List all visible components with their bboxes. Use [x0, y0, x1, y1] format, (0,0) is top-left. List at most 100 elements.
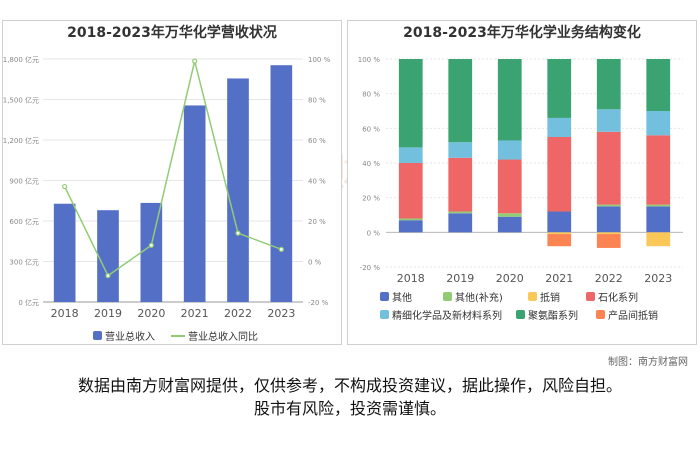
growth-point — [192, 58, 198, 64]
disclaimer: 数据由南方财富网提供，仅供参考，不构成投资建议，据此操作，风险自担。 股市有风险… — [0, 374, 700, 420]
legend-item-revenue-growth[interactable]: 营业总收入同比 — [171, 328, 258, 343]
structure-chart: -20 % 0 % 20 % 40 % 60 % 80 % 100 % 2018 2019 202… — [358, 56, 683, 285]
legend-label: 抵销 — [540, 293, 560, 304]
stack-segment — [596, 234, 621, 248]
y-tick-label-left: 1,200 亿元 — [3, 136, 39, 145]
legend-label: 精细化学品及新材料系列 — [392, 311, 502, 322]
stack-segment — [398, 218, 423, 221]
y-tick-label: 20 % — [362, 195, 380, 203]
structure-chart-panel: 2018-2023年万华化学业务结构变化 -20 % 0 % 20 % 40 % 60 … — [347, 20, 697, 345]
stack-segment — [596, 59, 621, 110]
x-tick-label: 2022 — [595, 272, 623, 285]
stack-segment — [596, 232, 621, 235]
y-tick-label-right: 40 % — [308, 178, 326, 186]
legend-swatch — [443, 292, 452, 301]
y-tick-label-right: 20 % — [308, 218, 326, 226]
growth-point — [105, 273, 111, 279]
stack-segment — [398, 220, 423, 233]
legend-item-0[interactable]: 其他 — [380, 289, 412, 304]
x-tick-label: 2019 — [446, 272, 474, 285]
revenue-chart-title: 2018-2023年万华化学营收状况 — [67, 25, 277, 41]
legend-label: 产品间抵销 — [608, 311, 658, 322]
stack-segment — [497, 140, 522, 160]
legend-swatch — [171, 334, 185, 337]
stack-segment — [547, 137, 572, 212]
x-tick-label: 2020 — [137, 307, 165, 320]
legend-label: 聚氨酯系列 — [528, 311, 578, 322]
y-tick-label-right: 100 % — [308, 56, 331, 64]
revenue-bar — [270, 65, 293, 303]
stack-segment — [547, 117, 572, 137]
x-tick-label: 2022 — [224, 307, 252, 320]
legend-swatch — [516, 310, 525, 319]
stack-segment — [646, 206, 671, 233]
legend-swatch — [380, 292, 389, 301]
stack-segment — [596, 204, 621, 207]
revenue-bar — [97, 210, 119, 302]
y-tick-label-left: 600 亿元 — [9, 217, 39, 226]
stack-segment — [596, 206, 621, 233]
y-tick-label-right: 80 % — [308, 97, 326, 105]
y-tick-label-right: 60 % — [308, 137, 326, 145]
revenue-chart: 0 亿元 300 亿元 600 亿元 900 亿元 1,200 亿元 1,500 亿元 1,… — [3, 55, 331, 320]
x-tick-label: 2020 — [496, 272, 524, 285]
stack-segment — [398, 59, 423, 148]
legend-item-1[interactable]: 其他(补充) — [443, 289, 503, 304]
legend-item-3[interactable]: 石化系列 — [586, 289, 638, 304]
legend-label: 其他(补充) — [455, 293, 503, 304]
legend-swatch — [596, 310, 605, 319]
disclaimer-line-1: 数据由南方财富网提供，仅供参考，不构成投资建议，据此操作，风险自担。 — [77, 376, 622, 395]
stack-segment — [547, 211, 572, 233]
stack-segment — [448, 213, 473, 233]
y-tick-label-left: 0 亿元 — [18, 298, 39, 307]
legend-item-revenue[interactable]: 营业总收入 — [93, 328, 155, 343]
growth-point — [235, 230, 241, 236]
x-tick-label: 2019 — [94, 307, 122, 320]
y-tick-label-left: 900 亿元 — [9, 177, 39, 186]
legend-label: 营业总收入 — [105, 332, 155, 343]
stack-segment — [497, 216, 522, 233]
revenue-chart-panel: 2018-2023年万华化学营收状况 0 亿元 300 亿元 600 亿元 900 亿… — [2, 20, 342, 345]
y-tick-label-left: 1,800 亿元 — [3, 55, 39, 64]
y-tick-label-right: 0 % — [308, 259, 322, 267]
stack-segment — [646, 135, 671, 205]
y-tick-label-right: -20 % — [308, 299, 329, 307]
legend-swatch — [528, 292, 537, 301]
stack-segment — [646, 204, 671, 207]
legend-item-4[interactable]: 精细化学品及新材料系列 — [380, 307, 502, 322]
stack-segment — [448, 59, 473, 143]
legend-swatch — [586, 292, 595, 301]
revenue-bar — [53, 203, 76, 302]
revenue-bar — [140, 202, 163, 302]
revenue-bar — [183, 105, 206, 302]
y-tick-label: 80 % — [362, 91, 380, 99]
legend-label: 石化系列 — [598, 293, 638, 304]
stack-segment — [596, 131, 621, 205]
disclaimer-line-2: 股市有风险，投资需谨慎。 — [253, 399, 446, 418]
stack-segment — [547, 232, 572, 235]
growth-point — [148, 242, 154, 248]
stack-segment — [646, 111, 671, 136]
stack-segment — [398, 147, 423, 163]
legend-item-2[interactable]: 抵销 — [528, 289, 560, 304]
legend-label: 其他 — [392, 293, 412, 304]
stack-segment — [646, 59, 671, 111]
y-tick-label: 40 % — [362, 160, 380, 168]
legend-item-6[interactable]: 产品间抵销 — [596, 307, 658, 322]
stack-segment — [497, 59, 522, 141]
stack-segment — [398, 163, 423, 219]
revenue-bar — [227, 78, 249, 302]
x-tick-label: 2021 — [181, 307, 209, 320]
stack-segment — [596, 109, 621, 132]
x-tick-label: 2023 — [267, 307, 295, 320]
stack-segment — [497, 159, 522, 214]
legend-item-5[interactable]: 聚氨酯系列 — [516, 307, 578, 322]
stack-segment — [547, 59, 572, 118]
growth-line — [63, 60, 282, 277]
credit-text: 制图：南方财富网 — [608, 357, 688, 368]
x-tick-label: 2021 — [545, 272, 573, 285]
stack-segment — [448, 157, 473, 212]
y-tick-label: -20 % — [360, 264, 381, 272]
stack-segment — [448, 142, 473, 158]
legend-swatch — [380, 310, 389, 319]
